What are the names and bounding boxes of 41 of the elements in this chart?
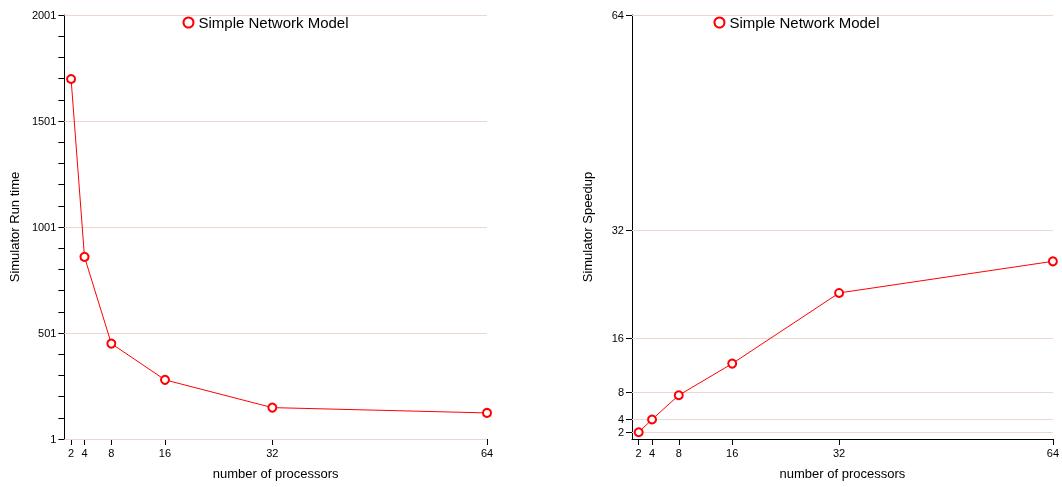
x-tick-label: 2 bbox=[68, 446, 75, 459]
y-tick-label: 1 bbox=[50, 433, 57, 445]
y-tick-label: 1001 bbox=[31, 221, 57, 233]
x-axis-title: number of processors bbox=[779, 466, 906, 481]
legend-label: Simple Network Model bbox=[729, 14, 880, 31]
point bbox=[633, 427, 644, 438]
x-axis-title: number of processors bbox=[212, 466, 340, 481]
legend-label: Simple Network Model bbox=[198, 14, 349, 31]
y-tick-label: 1501 bbox=[31, 115, 57, 127]
point bbox=[834, 287, 845, 298]
x-tick-label: 32 bbox=[832, 446, 846, 459]
x-tick-label: 4 bbox=[81, 446, 88, 459]
x-tick-label: 32 bbox=[266, 446, 279, 459]
point bbox=[727, 358, 738, 369]
y-tick-label: 32 bbox=[611, 224, 624, 237]
point bbox=[66, 74, 77, 85]
point bbox=[79, 251, 90, 262]
point bbox=[482, 407, 492, 418]
point bbox=[647, 414, 658, 425]
point bbox=[160, 374, 170, 385]
point bbox=[267, 402, 278, 413]
x-tick-label: 64 bbox=[480, 446, 494, 459]
point bbox=[673, 390, 684, 401]
x-tick-label: 16 bbox=[726, 446, 739, 459]
y-tick-label: 2001 bbox=[31, 9, 57, 21]
point bbox=[106, 338, 117, 349]
y-tick-label: 16 bbox=[611, 332, 624, 345]
y-tick-label: 8 bbox=[617, 385, 624, 398]
x-tick-label: 2 bbox=[635, 446, 642, 459]
x-tick-label: 64 bbox=[1046, 446, 1060, 459]
y-tick-label: 64 bbox=[611, 9, 624, 21]
point bbox=[1047, 256, 1058, 267]
y-tick-label: 4 bbox=[617, 412, 624, 425]
y-axis-title: Simulator Run time bbox=[7, 171, 22, 283]
x-tick-label: 8 bbox=[675, 446, 682, 459]
x-tick-label: 8 bbox=[108, 446, 115, 459]
x-tick-label: 4 bbox=[648, 446, 656, 459]
y-tick-label: 501 bbox=[38, 327, 57, 339]
y-tick-label: 2 bbox=[617, 426, 624, 439]
y-axis-title: Simulator Speedup bbox=[580, 171, 595, 283]
x-tick-label: 16 bbox=[158, 446, 172, 459]
